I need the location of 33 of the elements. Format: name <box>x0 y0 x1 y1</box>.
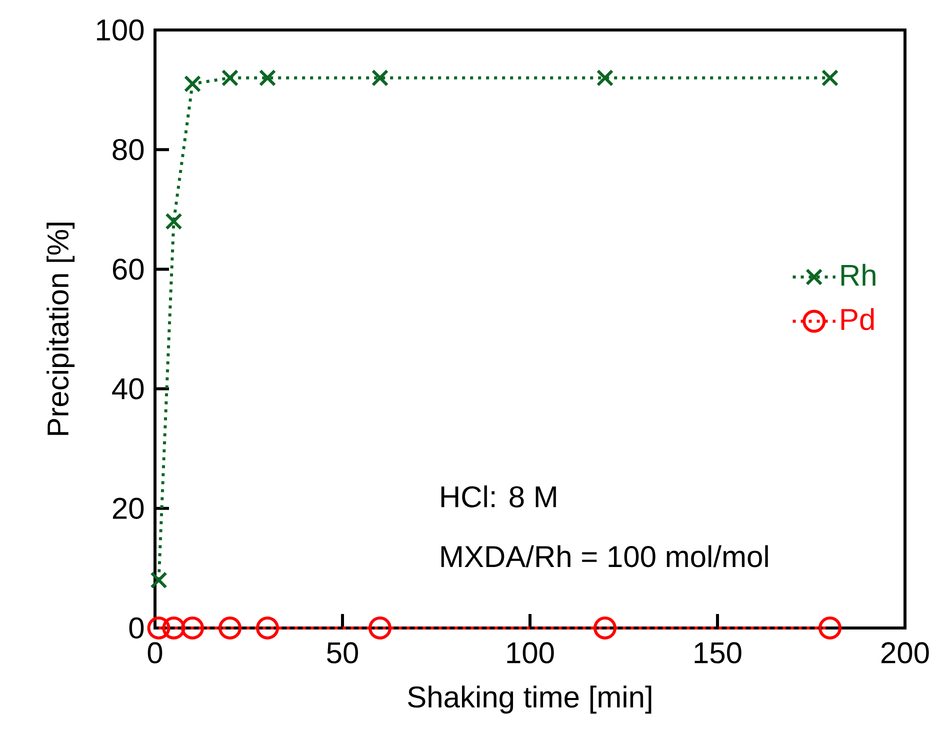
point <box>258 69 276 86</box>
annotation: MXDA/Rh = 100 mol/mol <box>441 545 768 568</box>
x-tick-label: 100 <box>507 642 554 664</box>
point <box>162 616 186 640</box>
point <box>371 69 389 86</box>
point <box>594 616 616 640</box>
point <box>596 69 614 86</box>
point <box>147 616 170 640</box>
y-tick-label: 100 <box>97 19 144 41</box>
y-tick-label: 20 <box>112 498 144 520</box>
point <box>256 616 280 640</box>
x-tick-label: 150 <box>694 642 742 664</box>
y-tick-label: 80 <box>112 138 144 160</box>
point <box>184 75 202 92</box>
legend-label: Rh <box>841 264 876 286</box>
y-axis-title: Precipitation [%] <box>46 222 75 435</box>
point <box>821 69 839 86</box>
y-tick-label: 60 <box>112 258 144 280</box>
point <box>368 616 392 640</box>
x-axis-title: Shaking time [min] <box>408 686 652 714</box>
legend-label: Pd <box>841 308 874 330</box>
y-tick-label: 0 <box>129 617 144 639</box>
annotation: HCl: 8 M <box>441 485 556 508</box>
x-tick-label: 200 <box>881 642 929 664</box>
point <box>181 616 204 640</box>
point <box>218 616 242 640</box>
x-tick-label: 50 <box>327 642 358 664</box>
point <box>818 616 842 640</box>
point <box>221 69 239 86</box>
point <box>165 212 182 230</box>
x-tick-label: 0 <box>148 642 162 664</box>
y-tick-label: 40 <box>112 378 144 400</box>
point <box>150 572 168 589</box>
